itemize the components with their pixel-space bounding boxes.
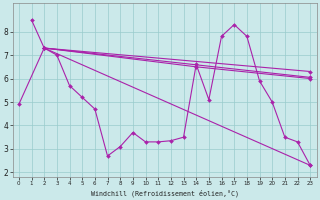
X-axis label: Windchill (Refroidissement éolien,°C): Windchill (Refroidissement éolien,°C) bbox=[91, 189, 238, 197]
